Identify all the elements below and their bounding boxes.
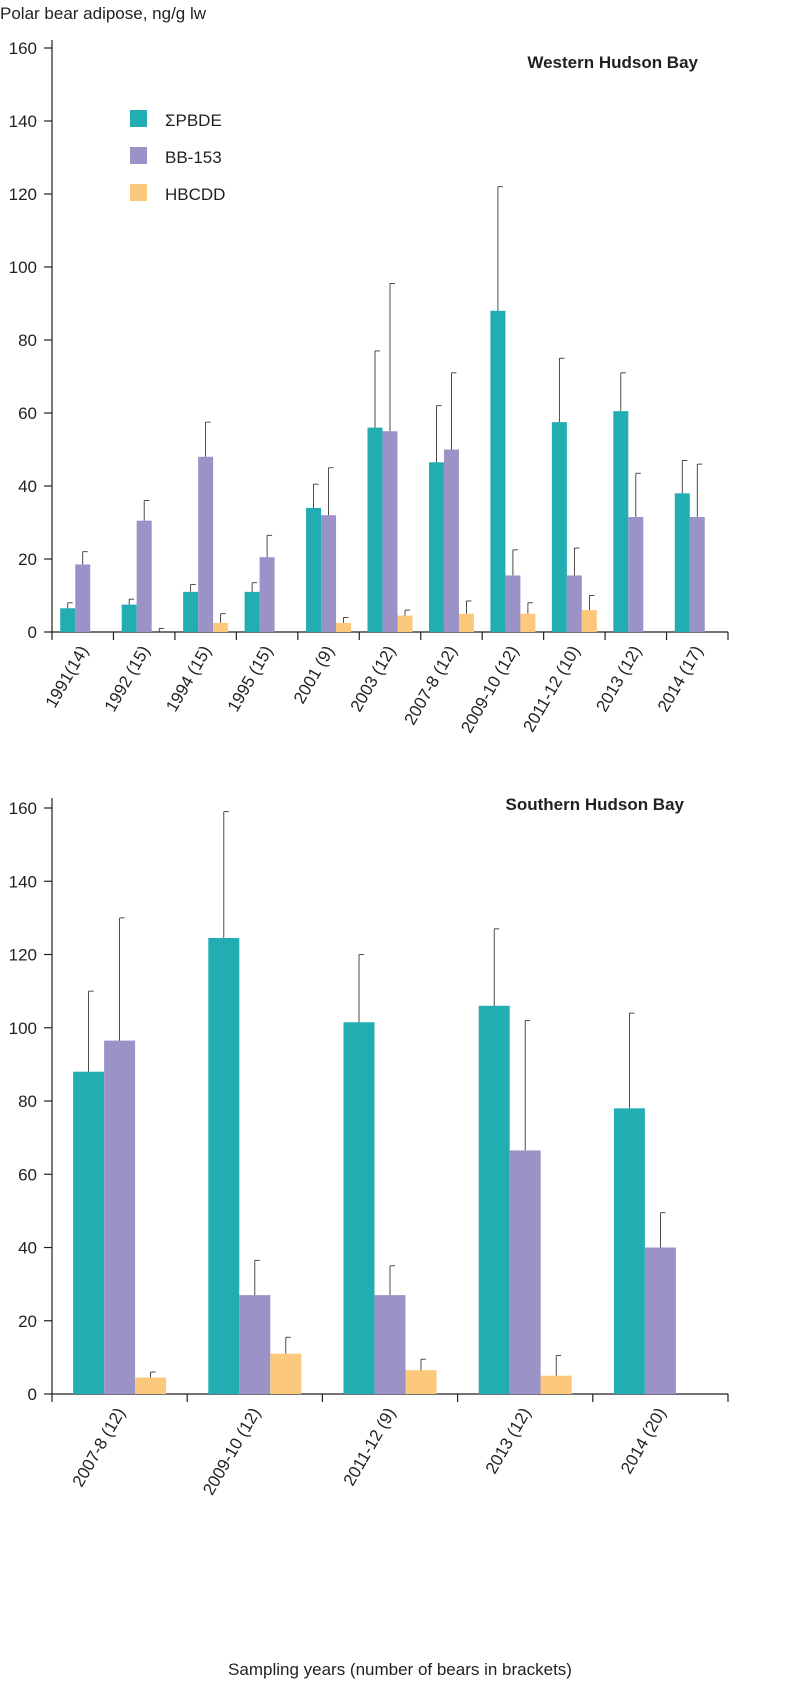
bar-pbde [613, 411, 629, 632]
legend-swatch-pbde [130, 110, 147, 127]
bar-pbde [244, 591, 260, 632]
y-tick-label: 80 [18, 331, 37, 350]
bar-bb153 [644, 1247, 676, 1394]
x-tick-label: 1995 (15) [224, 643, 277, 716]
x-tick-label: 1994 (15) [162, 643, 215, 716]
bar-hbcdd [397, 615, 413, 632]
bar-bb153 [75, 564, 91, 632]
chart-title: Southern Hudson Bay [505, 795, 684, 814]
chart-title: Western Hudson Bay [527, 53, 698, 72]
bar-hbcdd [405, 1370, 437, 1394]
bar-hbcdd [540, 1375, 572, 1394]
bar-pbde [674, 493, 690, 632]
bar-pbde [208, 938, 240, 1394]
chart-southern-hudson-bay: 0 20 40 60 80 100 120 140 160 Southern Hudson Bay… [9, 795, 729, 1499]
bar-pbde [613, 1108, 645, 1394]
bar-bb153 [509, 1150, 541, 1394]
legend-label-bb153: BB-153 [165, 148, 222, 167]
bar-pbde [428, 462, 444, 632]
x-tick-label: 2003 (12) [347, 643, 400, 716]
y-tick-label: 140 [9, 112, 37, 131]
x-tick-label: 1991(14) [42, 643, 92, 711]
bar-pbde [183, 591, 199, 632]
y-tick-label: 120 [9, 946, 37, 965]
y-tick-label: 20 [18, 550, 37, 569]
x-tick-label: 2001 (9) [290, 643, 338, 707]
y-tick-label: 140 [9, 872, 37, 891]
bar-pbde [121, 604, 137, 632]
bar-bb153 [628, 517, 644, 632]
bar-bb153 [566, 575, 582, 632]
bar-bb153 [505, 575, 521, 632]
bar-hbcdd [458, 613, 474, 632]
bar-bb153 [259, 557, 275, 632]
y-tick-label: 60 [18, 404, 37, 423]
y-tick-label: 60 [18, 1165, 37, 1184]
bar-bb153 [136, 520, 152, 632]
y-tick-label: 40 [18, 1239, 37, 1258]
x-tick-label: 2007-8 (12) [401, 643, 461, 729]
bar-bb153 [198, 456, 214, 632]
x-tick-label: 2009-10 (12) [199, 1405, 264, 1499]
x-tick-label: 2014 (20) [617, 1405, 670, 1478]
y-tick-label: 120 [9, 185, 37, 204]
bar-hbcdd [270, 1353, 302, 1394]
x-tick-label: 2013 (12) [482, 1405, 535, 1478]
y-tick-label: 40 [18, 477, 37, 496]
legend-swatch-hbcdd [130, 184, 147, 201]
bar-bb153 [689, 517, 705, 632]
bar-pbde [73, 1071, 105, 1394]
bar-pbde [306, 507, 322, 632]
bar-bb153 [374, 1295, 406, 1394]
bar-hbcdd [213, 622, 229, 632]
bar-hbcdd [520, 613, 536, 632]
bar-bb153 [382, 431, 398, 632]
x-axis-label: Sampling years (number of bears in brack… [228, 1660, 572, 1679]
y-tick-label: 160 [9, 799, 37, 818]
x-tick-label: 2011-12 (10) [519, 643, 584, 736]
bar-pbde [60, 608, 76, 632]
y-tick-label: 0 [28, 623, 37, 642]
y-axis-label: Polar bear adipose, ng/g lw [0, 4, 207, 23]
bar-bb153 [321, 515, 337, 632]
bar-hbcdd [336, 622, 352, 632]
y-tick-label: 160 [9, 39, 37, 58]
bar-bb153 [443, 449, 459, 632]
bar-pbde [551, 422, 567, 632]
x-tick-label: 2013 (12) [592, 643, 645, 716]
bar-pbde [478, 1005, 510, 1394]
y-tick-label: 0 [28, 1385, 37, 1404]
bar-hbcdd [135, 1377, 167, 1394]
y-tick-label: 100 [9, 258, 37, 277]
x-tick-label: 1992 (15) [101, 643, 154, 716]
y-tick-label: 100 [9, 1019, 37, 1038]
bar-pbde [367, 427, 383, 632]
bar-pbde [490, 310, 506, 632]
legend-label-hbcdd: HBCDD [165, 185, 225, 204]
bar-hbcdd [581, 610, 597, 632]
bar-pbde [343, 1022, 375, 1394]
chart-western-hudson-bay: 0 20 40 60 80 100 120 140 160 Western Hudson Bay 1… [9, 39, 729, 737]
legend-label-pbde: ΣPBDE [165, 111, 222, 130]
x-tick-label: 2009-10 (12) [457, 643, 522, 737]
y-tick-label: 20 [18, 1312, 37, 1331]
x-tick-label: 2007-8 (12) [69, 1405, 129, 1491]
x-tick-label: 2011-12 (9) [340, 1405, 400, 1490]
bar-bb153 [239, 1295, 271, 1394]
bar-bb153 [104, 1040, 136, 1394]
x-tick-label: 2014 (17) [654, 643, 707, 716]
legend-swatch-bb153 [130, 147, 147, 164]
y-tick-label: 80 [18, 1092, 37, 1111]
